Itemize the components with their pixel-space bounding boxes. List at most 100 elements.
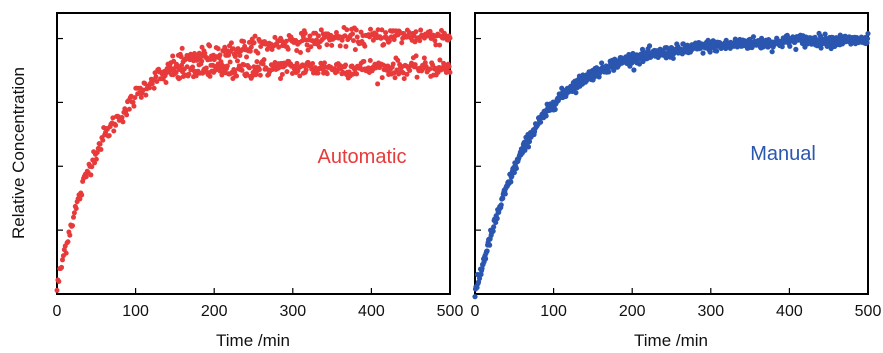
- manual-plot-frame: [474, 12, 869, 295]
- data-point: [390, 61, 396, 67]
- manual-x-axis-label: Time /min: [634, 331, 708, 350]
- data-point: [304, 42, 310, 48]
- data-point: [422, 60, 428, 66]
- data-point: [404, 71, 410, 77]
- data-point: [324, 71, 330, 77]
- data-point: [224, 63, 230, 69]
- data-point: [283, 38, 289, 44]
- automatic-plot-frame: [56, 12, 451, 295]
- data-point: [219, 62, 225, 68]
- data-point: [277, 64, 283, 70]
- data-point: [318, 27, 324, 33]
- data-point: [447, 69, 453, 75]
- data-point: [130, 99, 136, 105]
- data-point: [163, 80, 169, 86]
- data-point: [56, 278, 62, 284]
- data-point: [342, 33, 348, 39]
- data-point: [378, 35, 384, 41]
- manual-points: [472, 30, 871, 300]
- manual-x-tick-label-300: 300: [697, 303, 724, 320]
- data-point: [490, 228, 496, 234]
- data-point: [247, 48, 253, 54]
- data-point: [353, 27, 359, 33]
- data-point: [207, 73, 213, 79]
- data-point: [367, 57, 373, 63]
- data-point: [178, 54, 184, 60]
- data-point: [593, 65, 600, 71]
- data-point: [443, 69, 449, 75]
- manual-x-tick-label-100: 100: [540, 303, 567, 320]
- data-point: [511, 169, 517, 176]
- automatic-panel: 0 100 200 300 400 500 Time /min Automati…: [53, 12, 463, 350]
- data-point: [151, 85, 157, 91]
- data-point: [818, 45, 824, 51]
- data-point: [447, 35, 453, 41]
- data-point: [172, 71, 178, 77]
- data-point: [307, 33, 313, 39]
- data-point: [599, 60, 605, 66]
- data-point: [631, 67, 637, 73]
- data-point: [77, 196, 83, 202]
- data-point: [498, 202, 504, 208]
- data-point: [864, 36, 871, 42]
- data-point: [478, 271, 484, 278]
- data-point: [611, 67, 617, 73]
- data-point: [315, 70, 321, 76]
- data-point: [414, 74, 420, 80]
- data-point: [793, 46, 799, 52]
- data-point: [154, 79, 160, 85]
- data-point: [65, 239, 71, 245]
- data-point: [413, 53, 419, 59]
- data-point: [361, 58, 367, 64]
- data-point: [344, 27, 350, 33]
- data-point: [190, 64, 196, 70]
- data-point: [583, 78, 590, 84]
- data-point: [437, 42, 443, 48]
- data-point: [302, 30, 308, 36]
- y-axis-label: Relative Concentration: [9, 67, 28, 239]
- data-point: [421, 55, 427, 61]
- data-point: [406, 30, 412, 36]
- data-point: [525, 144, 532, 150]
- data-point: [221, 48, 227, 54]
- data-point: [239, 67, 245, 73]
- data-point: [427, 28, 433, 34]
- data-point: [769, 49, 775, 55]
- data-point: [79, 192, 85, 198]
- data-point: [395, 57, 401, 63]
- data-point: [207, 43, 213, 49]
- data-point: [100, 137, 106, 143]
- data-point: [234, 58, 240, 64]
- data-point: [322, 60, 327, 66]
- data-point: [476, 275, 483, 282]
- data-point: [822, 31, 828, 37]
- data-point: [346, 69, 352, 75]
- data-point: [513, 165, 519, 172]
- data-point: [70, 223, 76, 229]
- data-point: [228, 40, 234, 46]
- manual-x-tick-label-500: 500: [855, 303, 882, 320]
- data-point: [484, 248, 490, 254]
- data-point: [202, 50, 208, 56]
- automatic-x-tick-label-300: 300: [279, 303, 306, 320]
- data-point: [215, 46, 221, 52]
- data-point: [362, 43, 368, 49]
- data-point: [131, 103, 137, 109]
- data-point: [294, 48, 300, 54]
- data-point: [89, 164, 95, 170]
- data-point: [170, 53, 176, 59]
- data-point: [381, 41, 387, 47]
- data-point: [97, 141, 103, 147]
- data-point: [222, 44, 228, 50]
- data-point: [412, 62, 418, 68]
- data-point: [472, 294, 478, 300]
- data-point: [418, 27, 424, 33]
- data-point: [191, 50, 197, 56]
- data-point: [257, 72, 263, 78]
- data-point: [297, 49, 303, 55]
- data-point: [297, 73, 303, 79]
- data-point: [350, 38, 356, 44]
- data-point: [375, 81, 381, 87]
- data-point: [714, 48, 720, 54]
- data-point: [256, 67, 262, 73]
